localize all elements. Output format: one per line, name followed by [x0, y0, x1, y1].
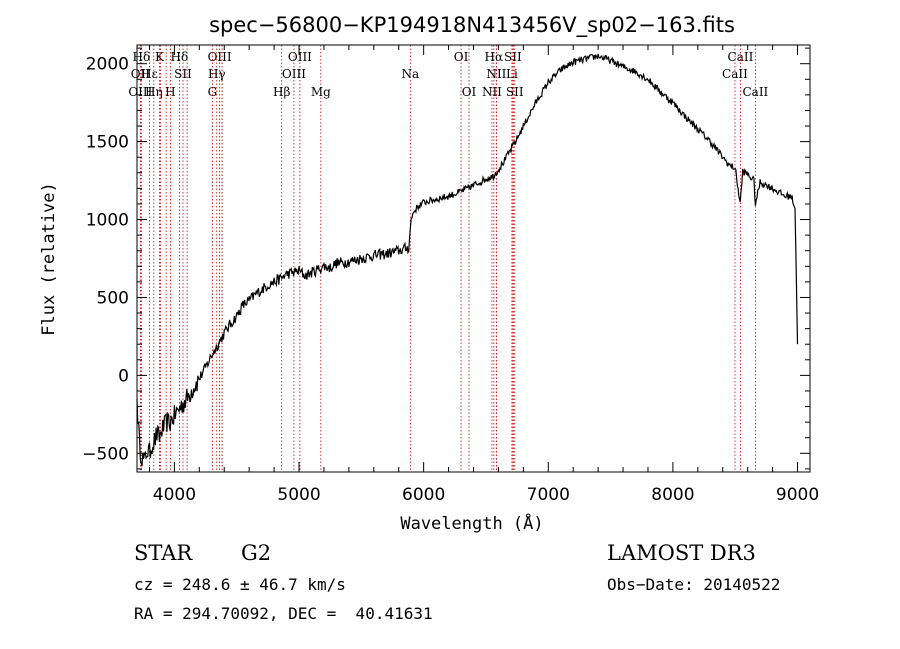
spectral-line-label: CaII	[742, 85, 768, 99]
y-tick-label: 2000	[86, 55, 129, 75]
spectral-line-label: SII	[506, 85, 524, 99]
plot-frame	[136, 44, 811, 473]
chart-title: spec−56800−KP194918N413456V_sp02−163.fit…	[209, 13, 735, 38]
spectral-line-label: OI	[454, 50, 469, 64]
x-tick-label: 4000	[153, 485, 196, 505]
ra-dec: RA = 294.70092, DEC = 40.41631	[134, 604, 433, 623]
y-axis: −500 0 500 1000 1500 2000	[82, 47, 810, 470]
spectral-line-label: OIII	[208, 50, 232, 64]
spectrum-series	[136, 53, 799, 467]
spectral-line-label: K	[155, 50, 165, 64]
spectral-line-label: Hγ	[208, 67, 226, 81]
survey-name: LAMOST DR3	[607, 541, 756, 565]
spectral-line-label: G	[208, 85, 218, 99]
spectral-line-label: NII	[486, 67, 506, 81]
x-axis: 4000 5000 6000 7000 8000 9000	[148, 45, 819, 505]
spectral-line-label: CaII	[728, 50, 754, 64]
x-tick-label: 8000	[651, 485, 694, 505]
redshift-cz: cz = 248.6 ± 46.7 km/s	[134, 575, 346, 594]
y-tick-label: 0	[118, 366, 129, 386]
y-tick-label: −500	[82, 444, 129, 464]
spectral-line-markers	[139, 45, 756, 472]
y-tick-label: 1000	[86, 211, 129, 231]
spectral-line-label: OII	[131, 67, 151, 81]
spectral-line-label: Hη	[145, 85, 163, 99]
spectral-line-label: Mg	[311, 85, 331, 99]
spectral-line-label: OIII	[282, 67, 306, 81]
object-subclass: G2	[241, 541, 272, 565]
y-axis-label: Flux (relative)	[39, 182, 59, 336]
x-tick-label: 5000	[277, 485, 320, 505]
object-class: STAR	[134, 541, 193, 565]
spectral-line-label: Hβ	[273, 85, 290, 99]
y-tick-label: 500	[97, 288, 129, 308]
spectral-line-label: CaII	[722, 67, 748, 81]
x-tick-label: 9000	[776, 485, 819, 505]
spectral-line-label: Hα	[485, 50, 504, 64]
spectral-line-label: Li	[506, 67, 518, 81]
spectral-line-label: H	[165, 85, 175, 99]
spectral-line-label: Hδ	[171, 50, 189, 64]
observation-date: Obs−Date: 20140522	[607, 575, 781, 594]
y-tick-label: 1500	[86, 133, 129, 153]
spectral-line-label: Hε	[141, 67, 158, 81]
spectral-line-label: OI	[462, 85, 477, 99]
spectral-line-label: Hδ	[133, 50, 151, 64]
spectral-line-label: SII	[174, 67, 192, 81]
x-tick-label: 7000	[527, 485, 570, 505]
spectral-line-label: OIII	[288, 50, 312, 64]
x-tick-label: 6000	[402, 485, 445, 505]
spectral-line-label: Na	[401, 67, 419, 81]
spectral-line-label: OIII	[128, 85, 152, 99]
x-axis-label: Wavelength (Å)	[400, 512, 543, 534]
spectral-line-label: SII	[504, 50, 522, 64]
spectral-line-label: NII	[482, 85, 502, 99]
